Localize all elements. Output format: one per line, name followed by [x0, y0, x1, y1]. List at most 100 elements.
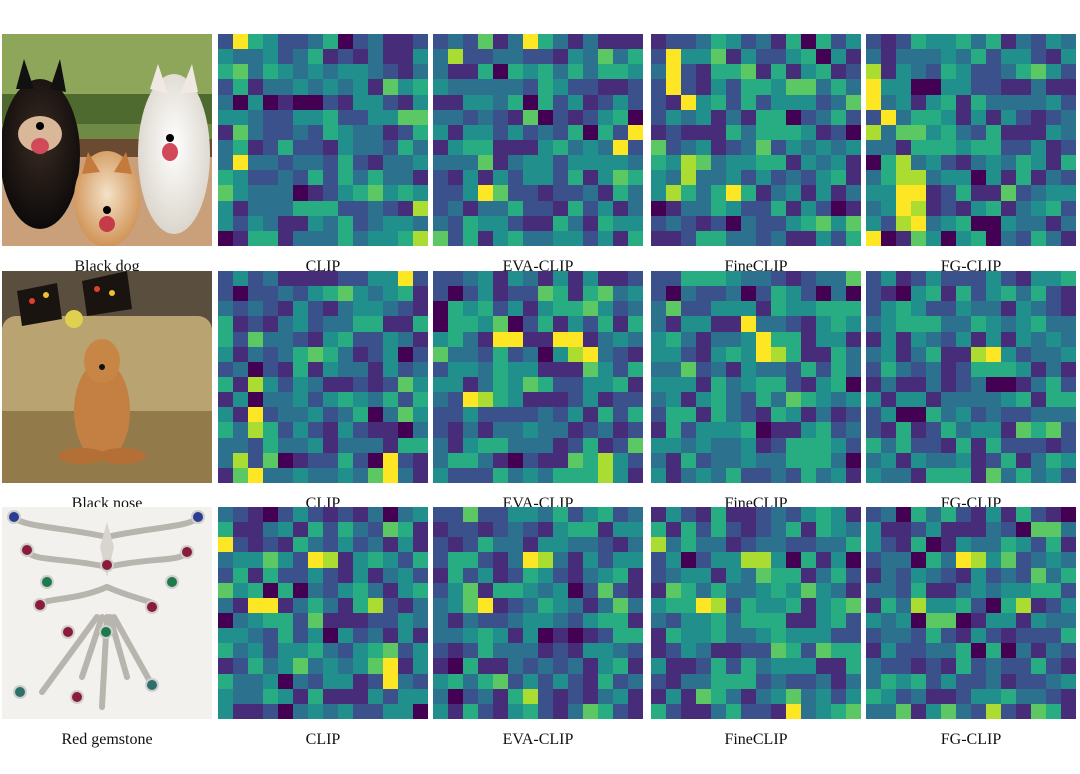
heatmap-cell: [583, 185, 598, 201]
heatmap-cell: [956, 597, 971, 613]
heatmap-cell: [448, 140, 463, 156]
heatmap-cell: [293, 170, 308, 186]
heatmap-cell: [478, 658, 493, 674]
heatmap-cell: [248, 643, 263, 659]
heatmap-cell: [553, 582, 568, 598]
heatmap-cell: [263, 109, 278, 125]
heatmap-cell: [866, 331, 881, 347]
heatmap-cell: [926, 155, 941, 171]
heatmap-cell: [598, 628, 613, 644]
heatmap-cell: [846, 200, 861, 216]
heatmap-cell: [956, 522, 971, 538]
heatmap-cell: [478, 185, 493, 201]
heatmap-cell: [293, 316, 308, 332]
heatmap-cell: [278, 703, 293, 719]
heatmap-cell: [323, 552, 338, 568]
heatmap-cell: [323, 437, 338, 453]
heatmap-cell: [846, 422, 861, 438]
heatmap-cell: [896, 422, 911, 438]
heatmap-cell: [771, 703, 786, 719]
heatmap-cell: [756, 452, 771, 468]
heatmap-cell: [681, 185, 696, 201]
heatmap-cell: [971, 331, 986, 347]
heatmap-cell: [493, 392, 508, 408]
heatmap-cell: [553, 331, 568, 347]
heatmap-cell: [218, 140, 233, 156]
heatmap-cell: [1046, 552, 1061, 568]
heatmap-cell: [881, 286, 896, 302]
heatmap-cell: [1001, 407, 1016, 423]
heatmap-cell: [866, 467, 881, 483]
heatmap-cell: [218, 407, 233, 423]
heatmap-cell: [478, 200, 493, 216]
heatmap-cell: [598, 522, 613, 538]
heatmap-cell: [413, 109, 428, 125]
heatmap-cell: [323, 658, 338, 674]
heatmap-cell: [523, 271, 538, 287]
heatmap-cell: [308, 79, 323, 95]
heatmap-cell: [941, 507, 956, 523]
heatmap-cell: [651, 567, 666, 583]
heatmap-cell: [866, 643, 881, 659]
heatmap-cell: [463, 377, 478, 393]
heatmap-cell: [263, 200, 278, 216]
heatmap-cell: [756, 185, 771, 201]
heatmap-cell: [696, 437, 711, 453]
heatmap-cell: [568, 331, 583, 347]
heatmap-cell: [218, 582, 233, 598]
heatmap-cell: [1016, 567, 1031, 583]
heatmap-cell: [846, 361, 861, 377]
heatmap-cell: [681, 703, 696, 719]
heatmap-cell: [926, 688, 941, 704]
heatmap-cell: [478, 537, 493, 553]
heatmap-cell: [308, 703, 323, 719]
heatmap-cell: [508, 200, 523, 216]
heatmap-cell: [278, 437, 293, 453]
heatmap-cell: [941, 215, 956, 231]
heatmap-cell: [1046, 522, 1061, 538]
heatmap-cell: [896, 185, 911, 201]
heatmap-cell: [846, 688, 861, 704]
heatmap-cell: [308, 64, 323, 80]
heatmap-cell: [493, 34, 508, 50]
heatmap-cell: [786, 628, 801, 644]
heatmap-cell: [398, 64, 413, 80]
heatmap-cell: [293, 200, 308, 216]
heatmap-cell: [463, 215, 478, 231]
heatmap-cell: [598, 567, 613, 583]
heatmap-cell: [726, 567, 741, 583]
heatmap-cell: [651, 688, 666, 704]
heatmap-cell: [911, 507, 926, 523]
heatmap-cell: [971, 567, 986, 583]
heatmap-cell: [911, 552, 926, 568]
heatmap-cell: [1001, 658, 1016, 674]
heatmap-cell: [651, 200, 666, 216]
heatmap-cell: [523, 452, 538, 468]
heatmap-cell: [1031, 361, 1046, 377]
heatmap-cell: [651, 94, 666, 110]
heatmap-cell: [881, 140, 896, 156]
heatmap-cell: [308, 522, 323, 538]
heatmap-cell: [651, 422, 666, 438]
heatmap-cell: [1031, 34, 1046, 50]
heatmap-cell: [628, 230, 643, 246]
heatmap-cell: [956, 215, 971, 231]
heatmap-cell: [263, 79, 278, 95]
heatmap-cell: [308, 567, 323, 583]
heatmap-cell: [786, 331, 801, 347]
heatmap-cell: [696, 271, 711, 287]
heatmap-cell: [1016, 552, 1031, 568]
heatmap-cell: [756, 437, 771, 453]
heatmap-cell: [971, 170, 986, 186]
heatmap-cell: [741, 64, 756, 80]
heatmap-cell: [756, 673, 771, 689]
heatmap-cell: [1061, 346, 1076, 362]
heatmap-cell: [463, 597, 478, 613]
heatmap-cell: [666, 49, 681, 65]
heatmap-cell: [666, 522, 681, 538]
heatmap-cell: [881, 507, 896, 523]
heatmap-cell: [278, 49, 293, 65]
heatmap-cell: [756, 331, 771, 347]
heatmap-cell: [413, 215, 428, 231]
heatmap-cell: [911, 437, 926, 453]
